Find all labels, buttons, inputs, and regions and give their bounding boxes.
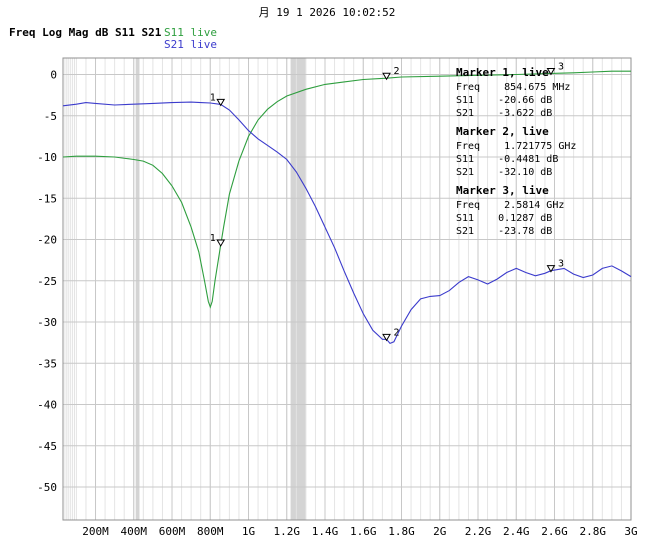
marker-panel-line: S11 0.1287 dB [456, 213, 552, 224]
marker-1-s21-icon[interactable] [216, 98, 226, 107]
x-tick-label: 2.6G [541, 525, 568, 538]
trace-format-label: Freq Log Mag dB S11 S21 [9, 26, 162, 39]
x-tick-label: 2G [433, 525, 446, 538]
y-tick-label: -20 [37, 234, 57, 247]
marker-2-s21-label: 2 [394, 327, 400, 338]
x-tick-label: 2.8G [580, 525, 607, 538]
highlight-band-0 [290, 58, 306, 520]
marker-3-s11-label: 3 [558, 61, 564, 72]
x-tick-label: 800M [197, 525, 224, 538]
series-line-s21 [62, 101, 632, 345]
marker-panel-line: Freq 2.5814 GHz [456, 200, 564, 211]
marker-panel-line: S21 -23.78 dB [456, 226, 552, 237]
y-tick-label: -25 [37, 275, 57, 288]
x-tick-label: 1.4G [312, 525, 339, 538]
y-tick-label: -15 [37, 192, 57, 205]
x-tick-label: 3G [624, 525, 637, 538]
marker-panel-line: S11 -20.66 dB [456, 95, 552, 106]
x-tick-label: 1G [242, 525, 255, 538]
marker-panel-line: S21 -32.10 dB [456, 167, 552, 178]
y-tick-label: -10 [37, 151, 57, 164]
marker-panel-line: S11 -0.4481 dB [456, 154, 558, 165]
marker-panel-line: Freq 1.721775 GHz [456, 141, 576, 152]
x-tick-label: 2.2G [465, 525, 492, 538]
y-tick-label: 0 [50, 69, 57, 82]
y-tick-label: -50 [37, 481, 57, 494]
x-tick-label: 200M [82, 525, 109, 538]
y-tick-label: -30 [37, 316, 57, 329]
marker-2-s11-icon[interactable] [382, 72, 391, 81]
timestamp: 月 19 1 2026 10:02:52 [258, 6, 396, 19]
marker-2-s21-icon[interactable] [382, 333, 391, 342]
plot-frame [62, 57, 632, 521]
y-tick-label: -35 [37, 357, 57, 370]
marker-1-s21-label: 1 [210, 92, 216, 103]
y-tick-label: -40 [37, 399, 57, 412]
marker-2-s11-label: 2 [394, 66, 400, 77]
y-tick-label: -5 [44, 110, 57, 123]
x-tick-label: 1.2G [274, 525, 301, 538]
y-tick-label: -45 [37, 440, 57, 453]
x-tick-label: 600M [159, 525, 186, 538]
marker-panel-title-1: Marker 1, live [456, 66, 549, 79]
marker-1-s11-label: 1 [210, 233, 216, 244]
x-tick-label: 1.8G [388, 525, 415, 538]
series-line-s11 [62, 70, 631, 309]
highlight-band-1 [135, 58, 140, 520]
s11-trace-label: S11 live [164, 26, 217, 39]
plot-area [63, 58, 631, 520]
marker-3-s11-icon[interactable] [546, 67, 556, 76]
marker-3-s21-label: 3 [558, 259, 564, 270]
x-tick-label: 1.6G [350, 525, 377, 538]
marker-panel-line: S21 -3.622 dB [456, 108, 552, 119]
x-tick-label: 400M [121, 525, 148, 538]
s21-trace-label: S21 live [164, 38, 217, 51]
marker-panel-title-2: Marker 2, live [456, 125, 549, 138]
marker-3-s21-icon[interactable] [546, 265, 556, 273]
marker-panel-line: Freq 854.675 MHz [456, 82, 570, 93]
marker-panel-title-3: Marker 3, live [456, 184, 549, 197]
x-tick-label: 2.4G [503, 525, 530, 538]
marker-1-s11-icon[interactable] [216, 239, 226, 247]
